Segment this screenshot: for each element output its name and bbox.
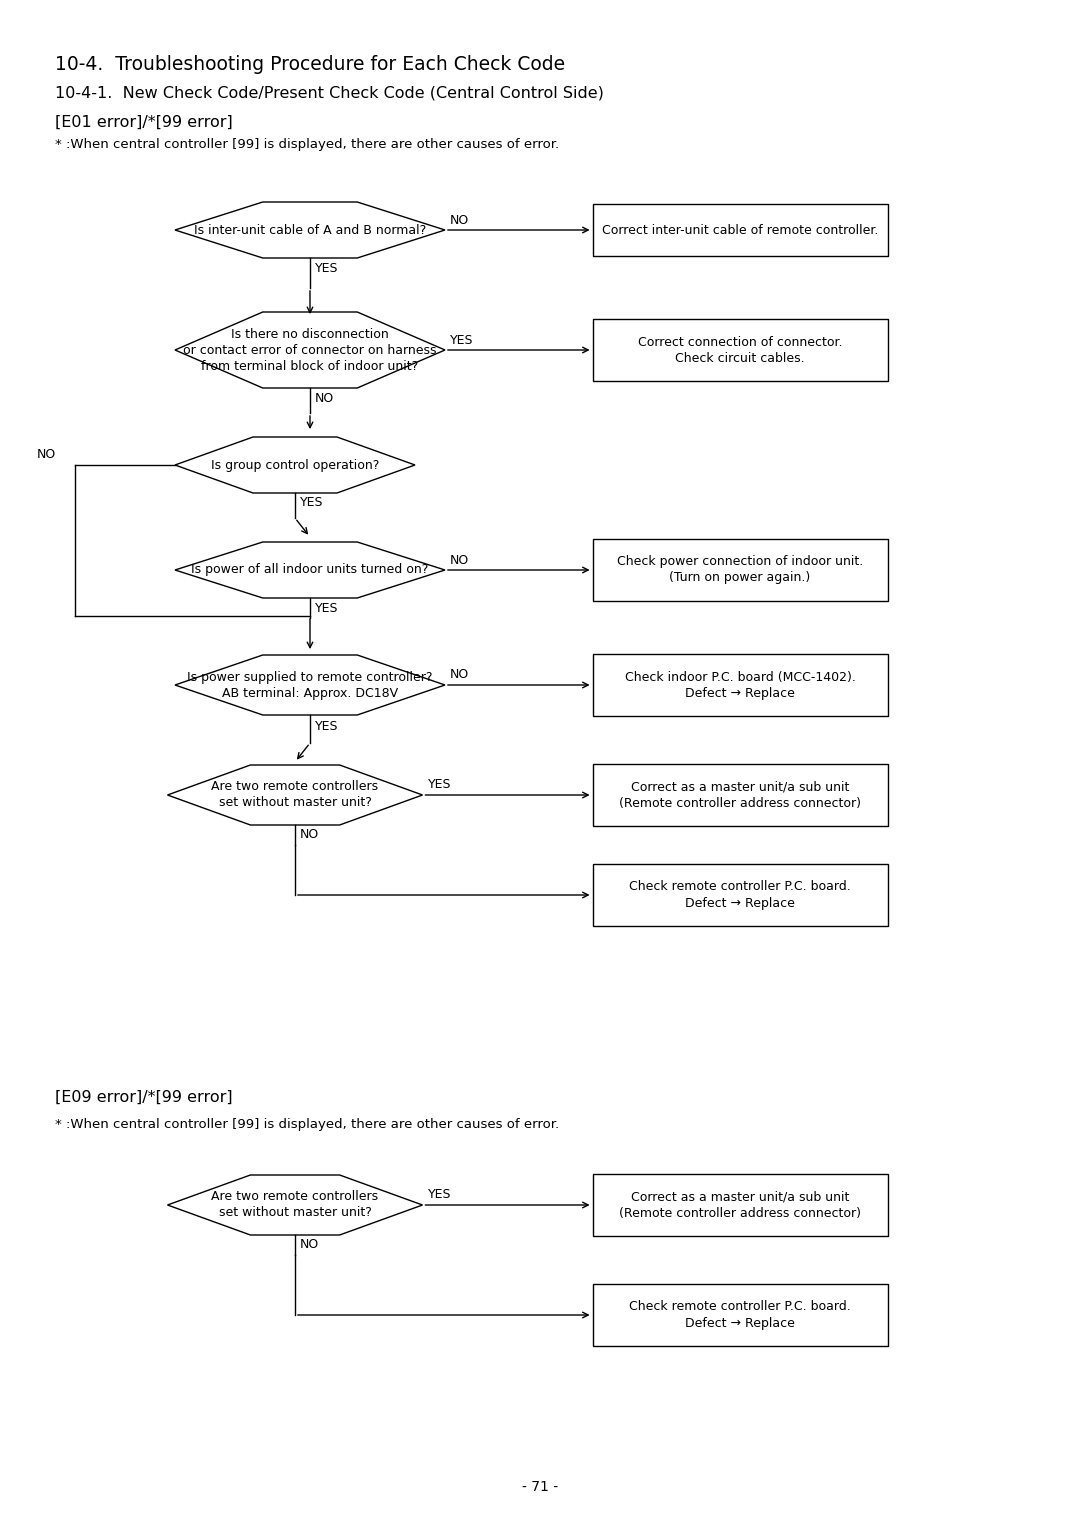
Text: YES: YES bbox=[315, 261, 338, 274]
Text: Check remote controller P.C. board.
Defect → Replace: Check remote controller P.C. board. Defe… bbox=[630, 880, 851, 909]
Text: [E09 error]/*[99 error]: [E09 error]/*[99 error] bbox=[55, 1090, 232, 1106]
Bar bbox=[593, 538, 888, 601]
Text: YES: YES bbox=[428, 1188, 451, 1202]
Text: * :When central controller [99] is displayed, there are other causes of error.: * :When central controller [99] is displ… bbox=[55, 1118, 559, 1132]
Text: [E01 error]/*[99 error]: [E01 error]/*[99 error] bbox=[55, 114, 233, 130]
Text: Correct as a master unit/a sub unit
(Remote controller address connector): Correct as a master unit/a sub unit (Rem… bbox=[619, 781, 861, 810]
Text: NO: NO bbox=[37, 448, 56, 462]
Text: Are two remote controllers
set without master unit?: Are two remote controllers set without m… bbox=[212, 1191, 379, 1220]
Text: Check indoor P.C. board (MCC-1402).
Defect → Replace: Check indoor P.C. board (MCC-1402). Defe… bbox=[624, 671, 855, 700]
Text: YES: YES bbox=[450, 334, 473, 346]
Bar bbox=[593, 1284, 888, 1347]
Text: NO: NO bbox=[300, 1238, 320, 1252]
Text: Check power connection of indoor unit.
(Turn on power again.): Check power connection of indoor unit. (… bbox=[617, 555, 863, 584]
Text: Correct inter-unit cable of remote controller.: Correct inter-unit cable of remote contr… bbox=[602, 224, 878, 236]
Text: Check remote controller P.C. board.
Defect → Replace: Check remote controller P.C. board. Defe… bbox=[630, 1301, 851, 1330]
Bar bbox=[593, 204, 888, 256]
Text: NO: NO bbox=[315, 392, 334, 404]
Text: 10-4-1.  New Check Code/Present Check Code (Central Control Side): 10-4-1. New Check Code/Present Check Cod… bbox=[55, 85, 604, 101]
Text: YES: YES bbox=[428, 778, 451, 791]
Text: Correct connection of connector.
Check circuit cables.: Correct connection of connector. Check c… bbox=[638, 336, 842, 364]
Bar bbox=[593, 764, 888, 827]
Text: Correct as a master unit/a sub unit
(Remote controller address connector): Correct as a master unit/a sub unit (Rem… bbox=[619, 1191, 861, 1220]
Text: Is group control operation?: Is group control operation? bbox=[211, 459, 379, 471]
Text: YES: YES bbox=[300, 497, 324, 509]
Bar bbox=[593, 319, 888, 381]
Text: Is power supplied to remote controller?
AB terminal: Approx. DC18V: Is power supplied to remote controller? … bbox=[187, 671, 433, 700]
Text: NO: NO bbox=[300, 828, 320, 842]
Text: - 71 -: - 71 - bbox=[522, 1479, 558, 1494]
Text: * :When central controller [99] is displayed, there are other causes of error.: * :When central controller [99] is displ… bbox=[55, 137, 559, 151]
Bar bbox=[593, 654, 888, 717]
Text: Is inter-unit cable of A and B normal?: Is inter-unit cable of A and B normal? bbox=[194, 224, 427, 236]
Text: 10-4.  Troubleshooting Procedure for Each Check Code: 10-4. Troubleshooting Procedure for Each… bbox=[55, 55, 565, 75]
Text: NO: NO bbox=[450, 668, 469, 682]
Text: Are two remote controllers
set without master unit?: Are two remote controllers set without m… bbox=[212, 781, 379, 810]
Text: Is power of all indoor units turned on?: Is power of all indoor units turned on? bbox=[191, 564, 429, 576]
Text: YES: YES bbox=[315, 720, 338, 734]
Text: Is there no disconnection
or contact error of connector on harness
from terminal: Is there no disconnection or contact err… bbox=[184, 328, 436, 372]
Text: YES: YES bbox=[315, 601, 338, 615]
Bar bbox=[593, 1174, 888, 1235]
Bar bbox=[593, 865, 888, 926]
Text: NO: NO bbox=[450, 554, 469, 566]
Text: NO: NO bbox=[450, 214, 469, 227]
